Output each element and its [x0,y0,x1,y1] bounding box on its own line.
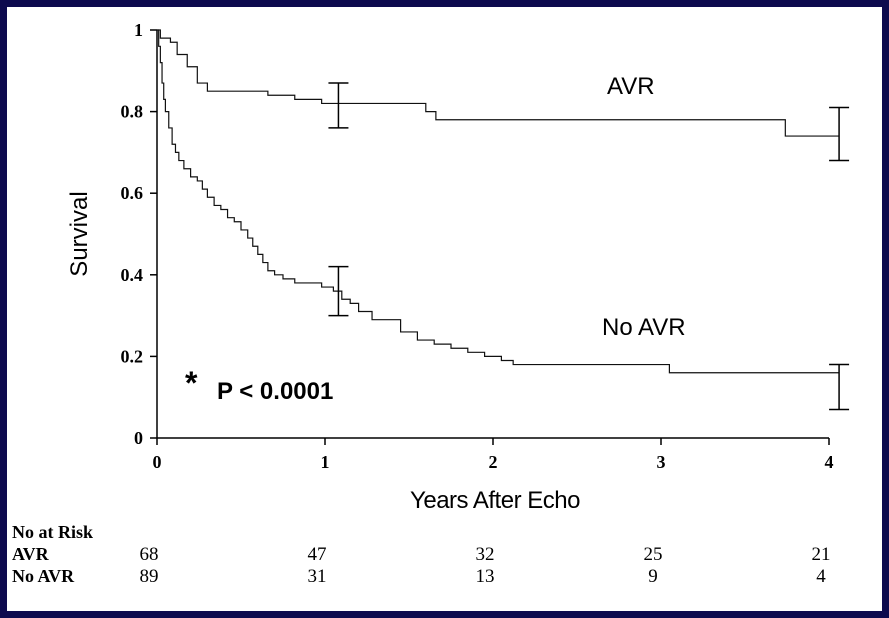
series-line-no-avr [157,29,840,374]
y-tick-label: 0.8 [121,102,144,122]
risk-table-header: No at Risk [12,522,93,542]
risk-noavr-value: 89 [140,566,159,587]
error-bar-no-avr [328,265,349,317]
errorbar-layer [328,82,850,411]
risk-avr-value: 68 [140,544,159,565]
risk-row-avr-label: AVR [12,544,50,564]
x-ticks: 0 1 2 3 4 [153,438,834,472]
risk-row-noavr-label: No AVR [12,566,75,586]
risk-row-noavr: 89 31 13 9 4 [140,566,827,587]
risk-avr-value: 25 [644,544,663,565]
y-tick-label: 0.2 [121,346,144,366]
error-bar-avr [829,106,850,162]
risk-avr-value: 47 [308,544,327,565]
y-tick-label: 0.4 [121,265,144,285]
error-bar-avr [328,82,349,129]
risk-noavr-value: 13 [476,566,495,587]
y-tick-label: 0.6 [121,183,144,203]
y-tick-label: 1 [134,20,143,40]
x-axis-title: Years After Echo [410,487,580,514]
risk-avr-value: 21 [812,544,831,565]
x-tick-label: 0 [153,452,162,472]
label-no-avr: No AVR [602,314,686,341]
y-tick-label: 0 [134,428,143,448]
series-layer [157,29,840,374]
asterisk: * [185,365,198,401]
risk-avr-value: 32 [476,544,495,565]
survival-chart: 0 0.2 0.4 0.6 0.8 1 0 1 2 3 4 Survival Years Afte… [12,20,850,587]
risk-noavr-value: 4 [816,566,826,587]
x-tick-label: 4 [825,452,834,472]
y-axis-title: Survival [66,191,93,276]
label-avr: AVR [607,73,655,100]
y-ticks: 0 0.2 0.4 0.6 0.8 1 [121,20,157,448]
slide-panel: 0 0.2 0.4 0.6 0.8 1 0 1 2 3 4 Survival Years Afte… [7,7,882,611]
risk-noavr-value: 31 [308,566,327,587]
p-value: P < 0.0001 [217,378,333,405]
risk-noavr-value: 9 [648,566,658,587]
error-bar-no-avr [829,363,850,411]
x-tick-label: 2 [489,452,498,472]
risk-row-avr: 68 47 32 25 21 [140,544,831,565]
x-tick-label: 3 [657,452,666,472]
x-tick-label: 1 [321,452,330,472]
series-line-avr [157,29,840,137]
